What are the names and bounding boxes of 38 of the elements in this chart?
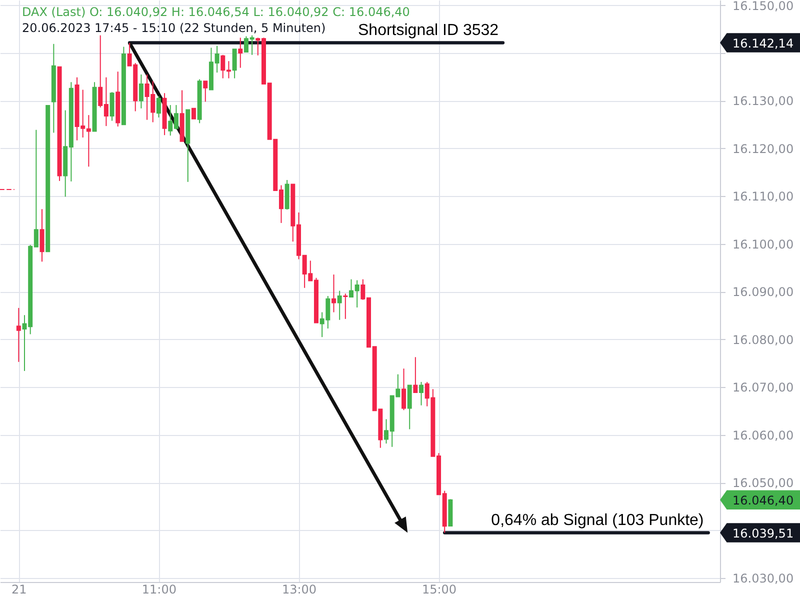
annotation: 0,64% ab Signal (103 Punkte) xyxy=(491,512,704,529)
candlestick xyxy=(407,384,412,430)
y-tick-label: 16.060,00 xyxy=(732,428,794,442)
y-tick-label: 16.130,00 xyxy=(732,94,794,108)
y-tick-label: 16.046,40 xyxy=(732,493,794,508)
text: 20.06.2023 17:45 - 15:10 (22 Stunden, 5 Minuten) xyxy=(22,21,326,35)
y-tick-label: 16.039,51 xyxy=(732,526,794,540)
candlestick xyxy=(337,290,342,320)
y-tick-label: 16.030,00 xyxy=(732,572,794,586)
x-tick-label: 21 xyxy=(12,582,27,596)
candlestick xyxy=(138,74,144,109)
candlestick xyxy=(402,368,406,411)
candlestick xyxy=(232,48,237,79)
x-tick-label: 11:00 xyxy=(142,582,176,596)
y-tick-label: 16.120,00 xyxy=(732,142,794,156)
y-tick-label: 16.050,00 xyxy=(732,476,794,490)
candlestick xyxy=(156,95,161,118)
candlestick xyxy=(413,356,418,393)
candlestick xyxy=(419,381,424,406)
y-tick-label: 16.090,00 xyxy=(732,285,794,300)
candlestick xyxy=(343,293,348,320)
x-tick-label: 13:00 xyxy=(282,582,317,596)
candlestick xyxy=(40,208,44,262)
y-tick-label: 16.142,14 xyxy=(732,36,794,50)
y-tick-label: 16.150,00 xyxy=(732,0,794,13)
candlestick xyxy=(16,307,21,362)
annotation: Shortsignal ID 3532 xyxy=(358,22,499,39)
candlestick xyxy=(331,274,336,313)
candlestick xyxy=(110,92,114,122)
chart-title: DAX (Last) O: 16.040,92 H: 16.046,54 L: 16.040,92 C: 16.046,40 xyxy=(22,5,410,19)
y-tick-label: 16.080,00 xyxy=(732,332,794,347)
candlestick xyxy=(238,37,243,68)
y-tick-label: 16.100,00 xyxy=(732,237,794,252)
x-tick-label: 15:00 xyxy=(422,582,457,596)
y-tick-label: 16.110,00 xyxy=(732,190,794,204)
candlestick xyxy=(191,108,196,120)
candlestick xyxy=(203,80,208,102)
y-tick-label: 16.070,00 xyxy=(732,380,794,395)
